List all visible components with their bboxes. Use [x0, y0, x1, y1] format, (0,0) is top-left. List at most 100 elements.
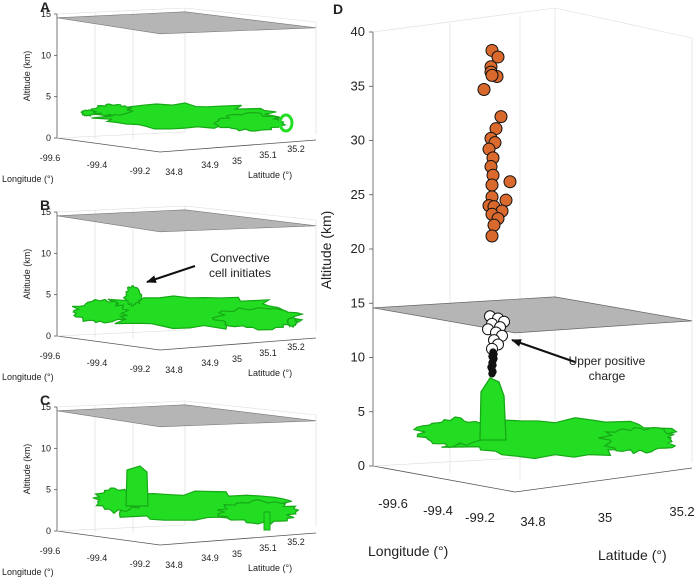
z-tick-label-a-3: 15 [41, 9, 51, 19]
y-tick-label-c-2: 35 [232, 549, 242, 559]
y-tick-label-a-3: 35.1 [259, 150, 277, 160]
z-tick-label-d-4: 20 [351, 241, 365, 256]
z-tick-label-c-1: 5 [46, 485, 51, 495]
floor-back-b [56, 329, 186, 337]
y-tick-label-c-3: 35.1 [259, 543, 277, 553]
y-tick-label-b-0: 34.8 [165, 365, 183, 375]
floor-right-a [159, 139, 317, 153]
z-tick-label-b-1: 5 [46, 290, 51, 300]
z-tick-label-d-2: 10 [351, 350, 365, 365]
source-point-lower-10 [488, 370, 496, 378]
z-tick-label-b-2: 10 [41, 248, 51, 258]
cloud-surface-d-left [412, 416, 493, 449]
z-tick-label-c-0: 0 [46, 526, 51, 536]
source-point-upper-5 [485, 68, 499, 82]
cloud-surface-a-left [90, 103, 135, 117]
z-tick-label-c-2: 10 [41, 443, 51, 453]
z-tick-label-d-5: 25 [351, 187, 365, 202]
y-tick-label-c-0: 34.8 [165, 560, 183, 570]
z-axis-title-a: Altitude (km) [22, 51, 32, 102]
x-tick-label-a-2: -99.2 [130, 166, 151, 176]
annotation-text-b-1: cell initiates [209, 266, 271, 280]
x-tick-label-a-1: -99.4 [87, 160, 108, 170]
x-axis-title-b: Longitude (°) [2, 372, 54, 382]
x-tick-label-b-0: -99.6 [40, 351, 61, 361]
floor-front-c [56, 530, 161, 546]
source-point-upper-16 [485, 178, 499, 192]
z-axis-title-d: Altitude (km) [318, 211, 334, 290]
x-tick-label-d-1: -99.4 [423, 503, 453, 518]
floor-right-d [514, 467, 693, 493]
z-tick-label-a-0: 0 [46, 133, 51, 143]
source-point-upper-24 [487, 218, 501, 232]
y-tick-label-a-2: 35 [232, 156, 242, 166]
source-point-upper-7 [494, 110, 508, 124]
floor-right-b [159, 337, 317, 351]
box-top-left-d [372, 7, 556, 33]
y-tick-label-d-2: 35.2 [669, 504, 694, 519]
tropopause-plane-c [56, 404, 317, 428]
floor-front-a [56, 137, 161, 153]
y-tick-label-d-0: 34.8 [520, 514, 545, 529]
x-tick-label-c-0: -99.6 [40, 546, 61, 556]
panel-letter-c: C [40, 392, 50, 408]
z-tick-label-d-8: 40 [351, 24, 365, 39]
cloud-fleck-b [286, 316, 298, 328]
box-top-right-b [184, 205, 317, 221]
x-tick-label-b-1: -99.4 [87, 358, 108, 368]
z-tick-label-d-6: 30 [351, 133, 365, 148]
cloud-surface-c-right [217, 499, 300, 525]
annotation-arrow-b [146, 265, 196, 283]
y-tick-label-a-4: 35.2 [287, 144, 305, 154]
box-top-left-c [56, 400, 186, 408]
x-tick-label-c-1: -99.4 [87, 553, 108, 563]
z-tick-label-a-1: 5 [46, 92, 51, 102]
panel-letter-d: D [333, 1, 343, 17]
annotation-arrow-d [511, 339, 576, 363]
cloud-surface-a-right [213, 112, 287, 132]
box-top-right-a [184, 7, 317, 23]
x-tick-label-c-2: -99.2 [130, 559, 151, 569]
box-top-right-d [554, 7, 693, 39]
floor-back-a [56, 131, 186, 139]
cloud-turret-c [125, 465, 149, 507]
z-tick-label-d-0: 0 [358, 458, 365, 473]
source-point-upper-18 [499, 193, 513, 207]
floor-front-d [372, 465, 516, 493]
box-top-right-c [184, 400, 317, 416]
z-tick-label-d-1: 5 [358, 404, 365, 419]
x-tick-label-a-0: -99.6 [40, 153, 61, 163]
y-tick-label-b-2: 35 [232, 354, 242, 364]
y-axis-title-c: Latitude (°) [248, 563, 292, 573]
cloud-surface-b-right [211, 307, 305, 331]
y-tick-label-b-3: 35.1 [259, 348, 277, 358]
source-point-upper-6 [477, 83, 491, 97]
source-point-upper-1 [491, 50, 505, 64]
cloud-fleck-a [80, 109, 97, 117]
y-tick-label-c-1: 34.9 [201, 553, 219, 563]
source-point-upper-15 [503, 175, 517, 189]
panel-letter-b: B [40, 197, 50, 213]
annotation-text-b-0: Convective [210, 251, 270, 265]
x-tick-label-d-0: -99.6 [378, 496, 408, 511]
x-tick-label-b-2: -99.2 [130, 364, 151, 374]
annotation-text-d-1: charge [589, 369, 626, 383]
z-tick-label-a-2: 10 [41, 50, 51, 60]
cloud-turret-b [122, 284, 143, 307]
y-axis-title-d: Latitude (°) [598, 547, 667, 563]
y-axis-title-b: Latitude (°) [248, 368, 292, 378]
annotation-text-d-0: Upper positive [569, 354, 646, 368]
z-tick-label-b-3: 15 [41, 207, 51, 217]
z-tick-label-d-3: 15 [351, 295, 365, 310]
cloud-surface-b-left [71, 298, 130, 324]
x-axis-title-c: Longitude (°) [2, 567, 54, 577]
floor-right-c [159, 532, 317, 546]
tropopause-plane-a [56, 11, 317, 35]
tropopause-plane-b [56, 209, 317, 233]
y-tick-label-c-4: 35.2 [287, 537, 305, 547]
y-axis-title-a: Latitude (°) [248, 170, 292, 180]
y-tick-label-d-1: 35 [598, 510, 612, 525]
floor-front-b [56, 335, 161, 351]
z-tick-label-d-7: 35 [351, 78, 365, 93]
